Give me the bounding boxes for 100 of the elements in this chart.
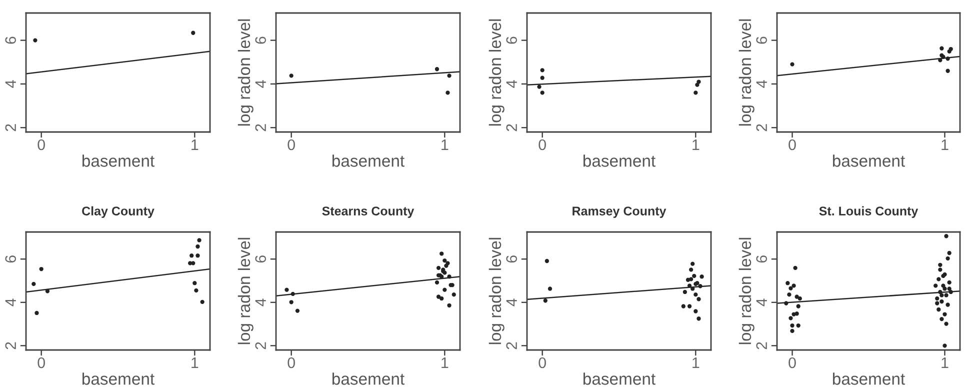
point bbox=[935, 301, 940, 306]
point bbox=[798, 296, 802, 301]
y-tick-label: 4 bbox=[506, 298, 517, 306]
x-axis-title: basement bbox=[82, 372, 154, 385]
point bbox=[942, 344, 947, 348]
point bbox=[940, 316, 944, 322]
point bbox=[792, 284, 796, 288]
y-tick-label: 2 bbox=[506, 124, 517, 132]
point bbox=[682, 290, 688, 294]
y-tick-label: 6 bbox=[756, 36, 768, 44]
chart-title: Clay County bbox=[82, 206, 154, 218]
y-tick-label: 2 bbox=[756, 342, 767, 350]
y-axis-title: log radon level bbox=[238, 19, 254, 126]
y-axis-title: log radon level bbox=[488, 238, 504, 344]
x-tick-label: 1 bbox=[692, 358, 700, 368]
point bbox=[543, 298, 548, 303]
point bbox=[938, 262, 942, 267]
point bbox=[947, 250, 952, 256]
y-tick-label: 4 bbox=[5, 298, 16, 306]
point bbox=[946, 56, 950, 61]
y-tick-label: 6 bbox=[255, 36, 266, 44]
x-tick-label: 0 bbox=[538, 139, 546, 150]
y-tick-label: 2 bbox=[255, 124, 266, 132]
point bbox=[698, 284, 702, 288]
point bbox=[694, 292, 698, 297]
x-axis-title: basement bbox=[583, 154, 656, 167]
point bbox=[944, 293, 948, 298]
point bbox=[32, 282, 36, 286]
point bbox=[537, 84, 542, 89]
point bbox=[687, 284, 692, 288]
x-tick-label: 0 bbox=[38, 357, 45, 368]
y-tick-label: 6 bbox=[756, 255, 768, 263]
x-axis-title: basement bbox=[583, 372, 656, 385]
point bbox=[436, 294, 441, 299]
point bbox=[284, 288, 289, 292]
point bbox=[788, 286, 793, 290]
y-tick-label: 2 bbox=[756, 124, 767, 132]
point bbox=[688, 277, 694, 282]
y-tick-label: 6 bbox=[506, 36, 518, 44]
y-axis-title: log radon level bbox=[238, 238, 254, 344]
point bbox=[934, 284, 938, 288]
point bbox=[940, 46, 944, 50]
point bbox=[200, 300, 204, 304]
point bbox=[790, 323, 794, 328]
y-tick-label: 4 bbox=[255, 298, 266, 306]
point bbox=[946, 256, 950, 260]
point bbox=[694, 90, 698, 95]
point bbox=[540, 90, 544, 95]
point bbox=[434, 67, 440, 72]
y-tick-label: 2 bbox=[5, 124, 16, 132]
x-axis-title: basement bbox=[832, 154, 905, 167]
x-tick-label: 1 bbox=[942, 358, 948, 368]
point bbox=[197, 238, 202, 242]
point bbox=[687, 304, 692, 308]
y-tick-label: 4 bbox=[756, 298, 767, 306]
x-tick-label: 1 bbox=[942, 140, 948, 150]
y-tick-label: 6 bbox=[5, 36, 16, 44]
point bbox=[446, 261, 450, 266]
point bbox=[796, 304, 800, 308]
x-tick-label: 0 bbox=[38, 139, 45, 150]
point bbox=[446, 90, 450, 95]
point bbox=[947, 286, 952, 291]
y-tick-label: 6 bbox=[255, 255, 266, 263]
x-tick-label: 1 bbox=[442, 358, 448, 368]
y-tick-label: 2 bbox=[5, 342, 16, 350]
point bbox=[192, 281, 197, 286]
x-tick-label: 0 bbox=[288, 139, 295, 150]
x-tick-label: 0 bbox=[788, 139, 796, 150]
point bbox=[793, 266, 798, 270]
chart-title: St. Louis County bbox=[819, 206, 918, 218]
point bbox=[948, 46, 953, 52]
x-tick-label: 1 bbox=[192, 358, 198, 368]
point bbox=[447, 274, 452, 279]
point bbox=[944, 322, 948, 326]
point bbox=[696, 316, 701, 321]
x-axis-title: basement bbox=[82, 154, 154, 167]
point bbox=[289, 74, 294, 78]
chart-title: Stearns County bbox=[322, 206, 414, 218]
point bbox=[942, 312, 947, 316]
point bbox=[936, 307, 941, 312]
point bbox=[544, 258, 550, 264]
point bbox=[440, 252, 444, 256]
point bbox=[289, 300, 294, 304]
x-tick-label: 1 bbox=[442, 140, 448, 150]
point bbox=[548, 286, 552, 291]
y-axis-title: log radon level bbox=[488, 19, 504, 126]
point bbox=[692, 274, 696, 278]
point bbox=[940, 293, 944, 298]
y-tick-label: 2 bbox=[506, 342, 517, 350]
y-tick-label: 4 bbox=[255, 80, 266, 88]
point bbox=[39, 266, 44, 272]
x-tick-label: 0 bbox=[538, 357, 546, 368]
chart-title: Ramsey County bbox=[572, 206, 666, 218]
y-axis-title: log radon level bbox=[738, 19, 754, 126]
point bbox=[940, 299, 944, 304]
point bbox=[290, 292, 295, 296]
point bbox=[787, 292, 792, 297]
x-axis-title: basement bbox=[332, 154, 404, 167]
point bbox=[938, 290, 942, 294]
y-tick-label: 2 bbox=[255, 342, 266, 350]
